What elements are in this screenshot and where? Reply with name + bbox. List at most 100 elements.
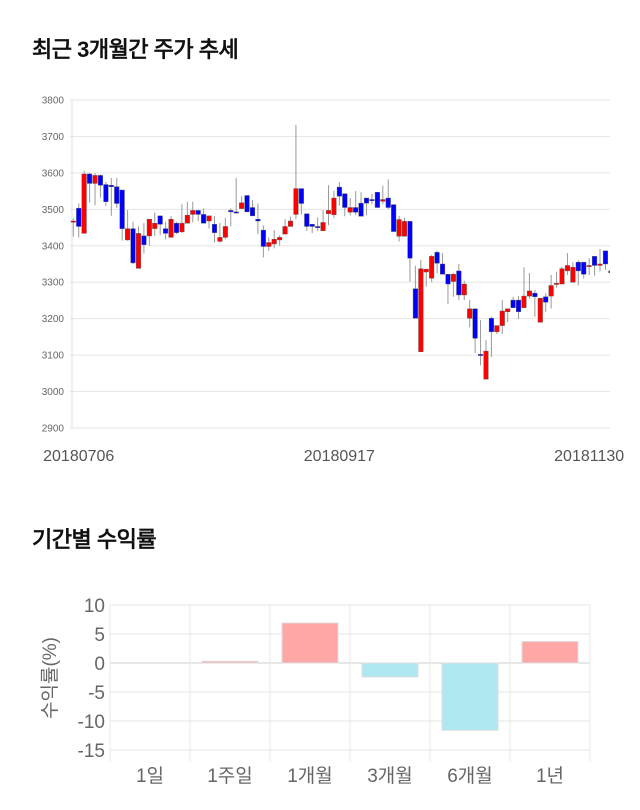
price-trend-title: 최근 3개월간 주가 추세 bbox=[32, 37, 239, 62]
candle-down bbox=[445, 274, 451, 285]
candle-down bbox=[575, 261, 581, 272]
candle-up bbox=[570, 267, 576, 283]
candle-up bbox=[331, 197, 337, 215]
y-tick-label: 5 bbox=[94, 625, 105, 646]
candle-down bbox=[87, 173, 93, 184]
candle-down bbox=[315, 226, 321, 228]
candle-up bbox=[217, 237, 223, 242]
return-bar bbox=[441, 662, 499, 731]
candle-up bbox=[206, 215, 212, 222]
candle-down bbox=[211, 224, 217, 233]
candle-down bbox=[130, 228, 136, 264]
candle-down bbox=[119, 189, 125, 229]
candle-up bbox=[554, 283, 560, 285]
return-bar bbox=[521, 641, 579, 664]
return-bar bbox=[281, 622, 339, 664]
candle-down bbox=[440, 263, 446, 275]
y-tick-label: 3600 bbox=[42, 168, 65, 179]
candle-down bbox=[488, 318, 494, 332]
candle-down bbox=[581, 261, 587, 275]
candle-up bbox=[347, 207, 353, 213]
return-bar bbox=[361, 662, 419, 678]
candle-down bbox=[249, 207, 255, 217]
candle-down bbox=[195, 210, 201, 215]
candle-up bbox=[222, 226, 228, 238]
x-tick-label: 6개월 bbox=[447, 765, 493, 787]
candle-down bbox=[592, 256, 598, 266]
y-tick-label: 10 bbox=[84, 596, 105, 617]
y-tick-label: 3400 bbox=[42, 241, 65, 252]
candle-up bbox=[146, 218, 152, 237]
candle-up bbox=[548, 285, 554, 297]
candle-up bbox=[282, 226, 288, 235]
candle-up bbox=[277, 237, 283, 241]
x-tick-label: 1년 bbox=[536, 765, 564, 787]
candle-up bbox=[467, 308, 473, 319]
candle-down bbox=[233, 211, 239, 214]
candle-down bbox=[532, 292, 538, 297]
candle-up bbox=[326, 210, 332, 214]
candle-down bbox=[76, 208, 82, 227]
y-tick-label: 3100 bbox=[42, 351, 65, 362]
candle-up bbox=[380, 199, 386, 202]
candle-down bbox=[456, 270, 462, 296]
candle-up bbox=[184, 214, 190, 224]
candle-up bbox=[396, 219, 402, 237]
candle-down bbox=[304, 213, 310, 227]
candle-up bbox=[402, 221, 408, 237]
candle-down bbox=[516, 299, 522, 312]
y-tick-label: -5 bbox=[88, 683, 105, 704]
candle-down bbox=[543, 296, 549, 303]
candle-up bbox=[418, 268, 424, 353]
y-tick-label: 3000 bbox=[42, 387, 65, 398]
candle-down bbox=[309, 224, 315, 227]
candles bbox=[70, 124, 610, 380]
candle-up bbox=[494, 325, 500, 332]
candle-down bbox=[358, 202, 364, 217]
candle-up bbox=[429, 256, 435, 279]
candle-up bbox=[521, 295, 527, 308]
candle-down bbox=[141, 235, 147, 245]
candle-down bbox=[228, 210, 234, 213]
return-bar bbox=[201, 660, 259, 664]
candle-up bbox=[559, 268, 565, 285]
y-tick-label: 3300 bbox=[42, 278, 65, 289]
candle-up bbox=[168, 218, 174, 238]
candle-up bbox=[450, 274, 456, 282]
candle-up bbox=[288, 220, 294, 227]
candle-up bbox=[586, 265, 592, 267]
candle-up bbox=[266, 242, 272, 247]
candle-down bbox=[201, 214, 207, 224]
candle-up bbox=[526, 290, 532, 297]
candle-down bbox=[103, 184, 109, 202]
candle-up bbox=[70, 220, 76, 223]
candle-up bbox=[271, 239, 277, 245]
candle-down bbox=[478, 354, 484, 356]
candle-down bbox=[369, 199, 375, 201]
y-tick-label: 2900 bbox=[42, 424, 65, 435]
y-tick-label: 3200 bbox=[42, 314, 65, 325]
candle-down bbox=[391, 204, 397, 232]
candle-up bbox=[564, 265, 570, 272]
candle-down bbox=[163, 228, 169, 234]
x-tick-label: 3개월 bbox=[367, 765, 413, 787]
candle-down bbox=[602, 250, 608, 265]
candle-down bbox=[255, 218, 261, 222]
return-title: 기간별 수익률 bbox=[32, 527, 157, 552]
candle-up bbox=[152, 222, 158, 229]
candle-up bbox=[293, 188, 299, 215]
candle-up bbox=[92, 175, 98, 184]
x-tick-label: 1주일 bbox=[207, 765, 253, 787]
candle-down bbox=[412, 288, 418, 319]
candle-up bbox=[608, 270, 610, 273]
candle-up bbox=[239, 202, 245, 209]
candle-down bbox=[510, 299, 516, 308]
x-tick-label: 20180917 bbox=[304, 448, 375, 465]
candle-down bbox=[434, 252, 440, 264]
y-axis-label: 수익률(%) bbox=[39, 637, 61, 719]
candle-up bbox=[125, 228, 131, 241]
candle-down bbox=[108, 185, 114, 187]
candle-up bbox=[81, 173, 87, 234]
candle-up bbox=[135, 233, 141, 269]
